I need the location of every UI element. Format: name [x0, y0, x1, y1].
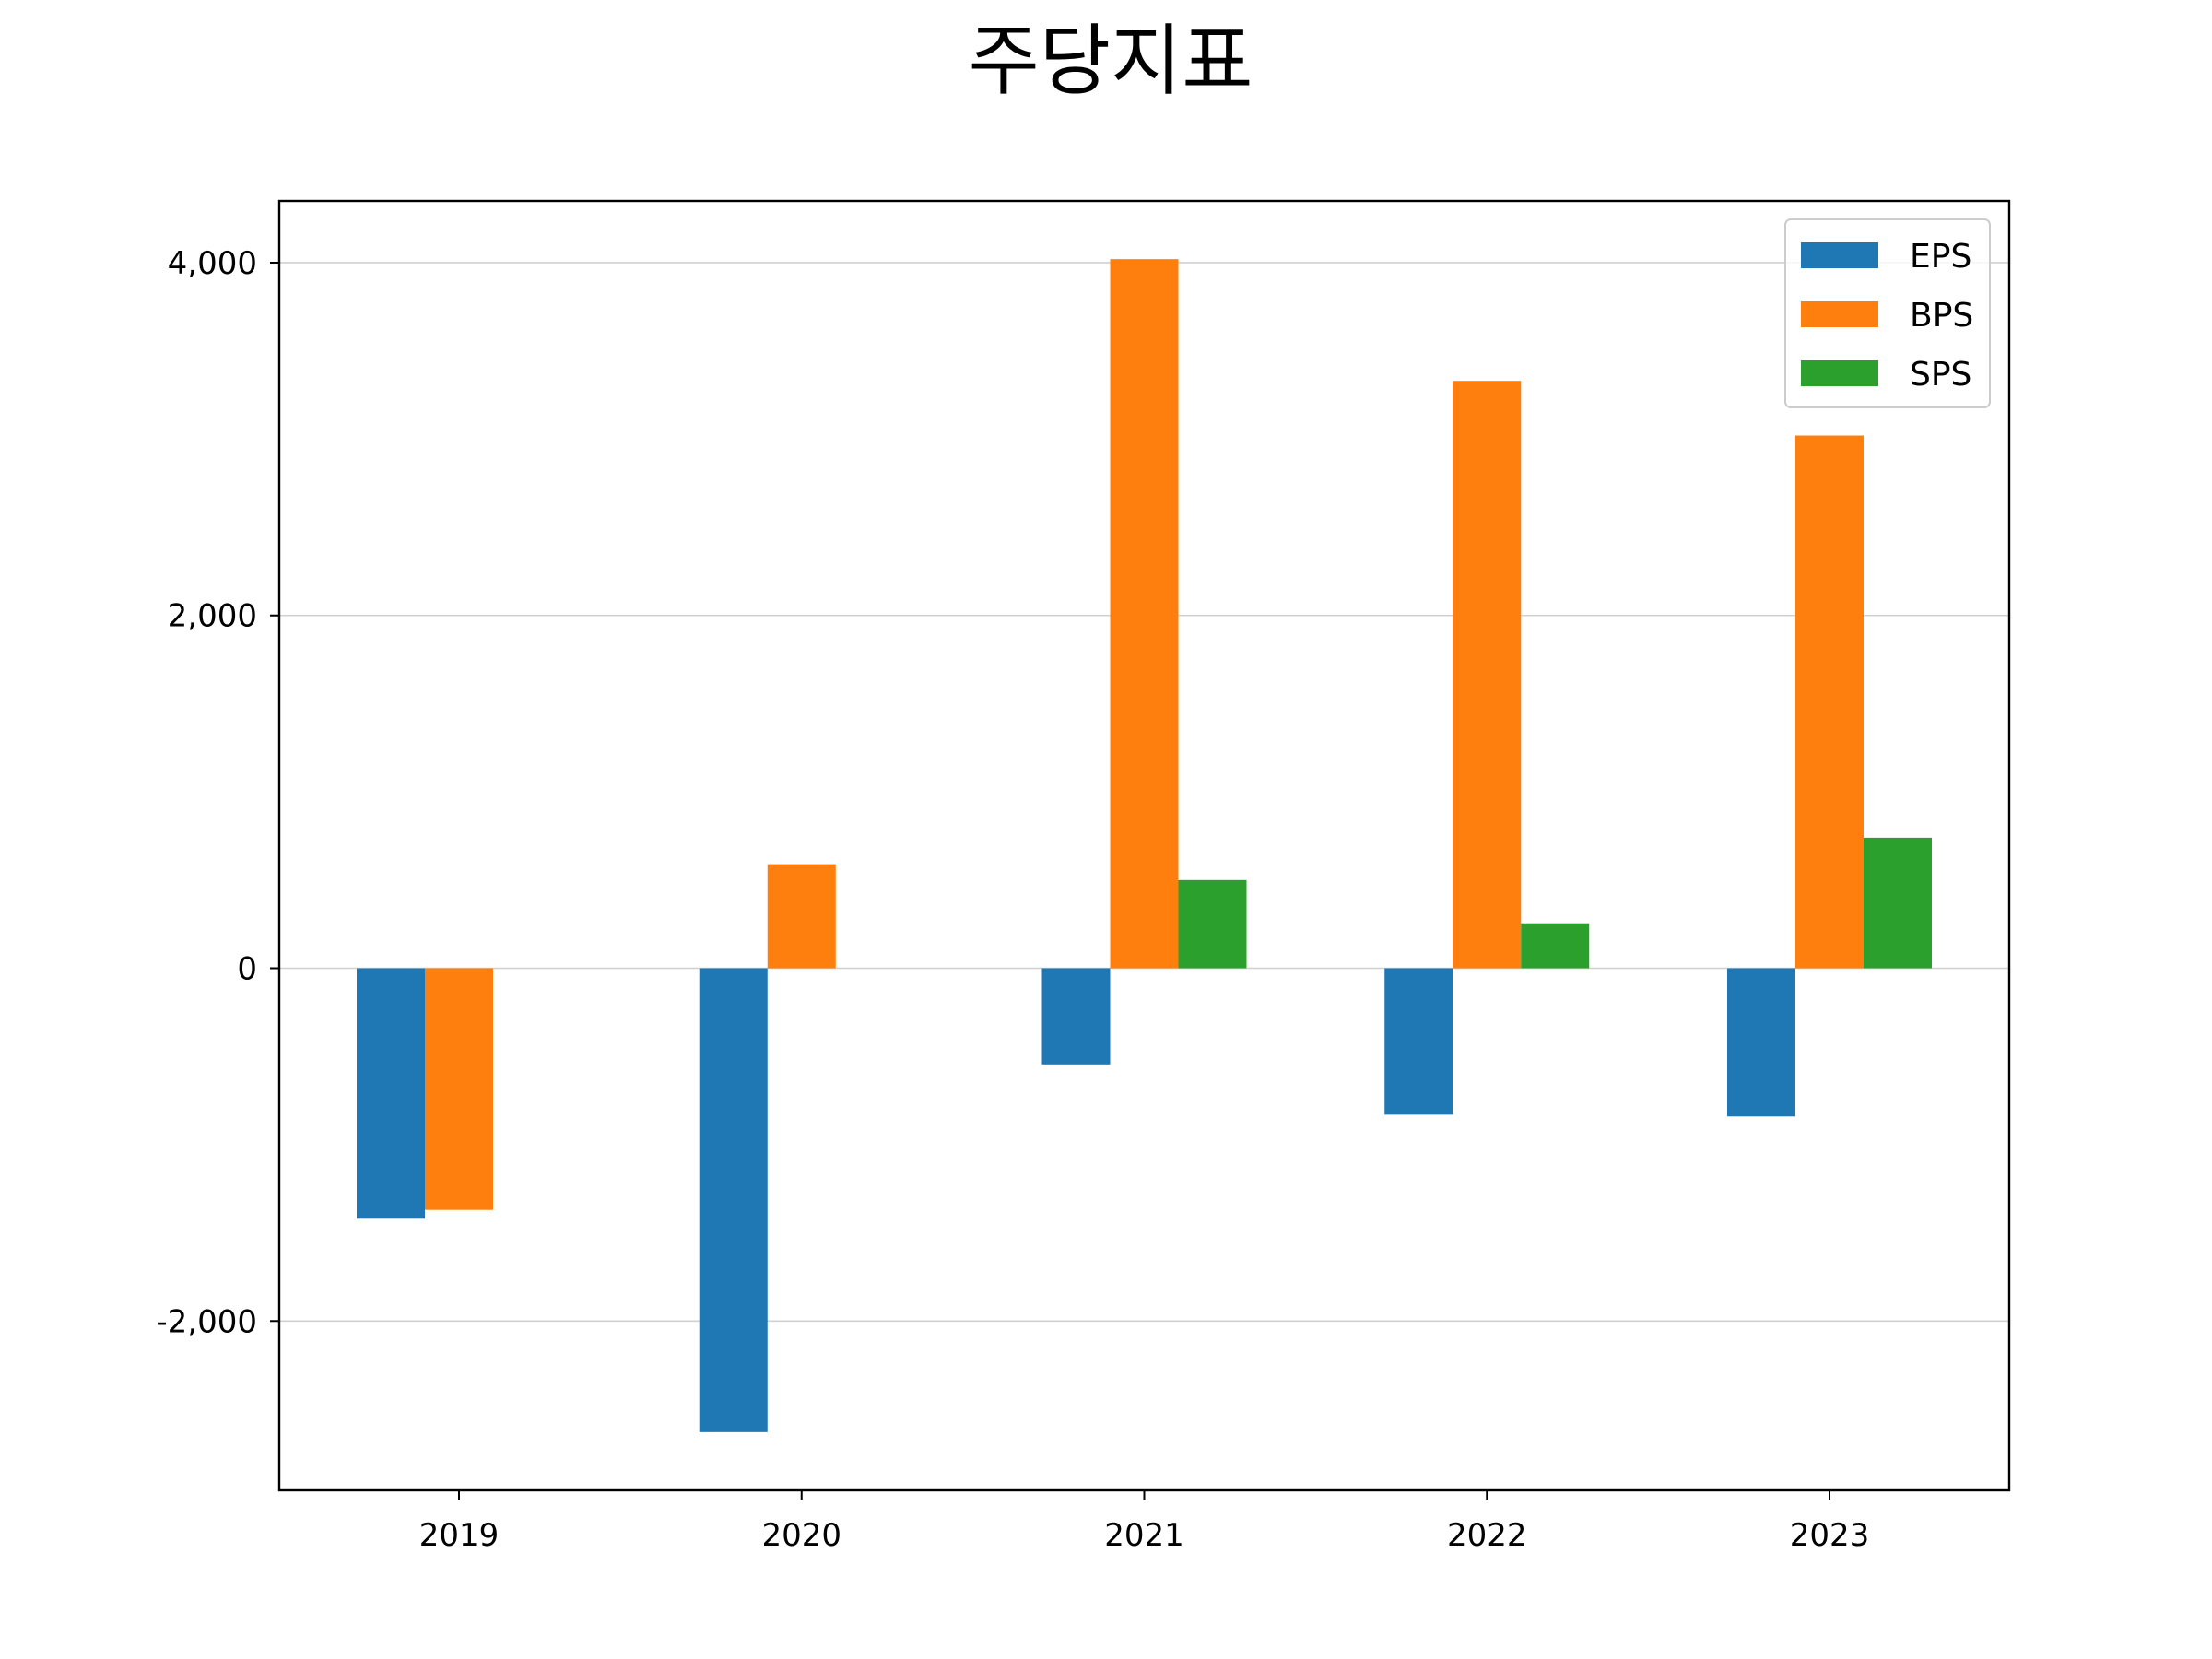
bar-sps-2022: [1521, 923, 1590, 969]
bar-sps-2021: [1178, 879, 1247, 969]
bar-eps-2020: [699, 968, 768, 1432]
chart-title: 주당지표: [968, 16, 1253, 106]
y-tick-label: 0: [237, 951, 257, 988]
legend-label-eps: EPS: [1910, 238, 1971, 276]
bar-bps-2022: [1453, 381, 1522, 969]
bar-eps-2021: [1041, 968, 1111, 1065]
x-tick-label: 2020: [761, 1517, 841, 1554]
axes-frame: [277, 199, 2011, 1492]
x-tick-label: 2021: [1104, 1517, 1184, 1554]
bar-bps-2020: [767, 864, 836, 969]
bar-bps-2019: [425, 968, 493, 1210]
x-tick-label: 2023: [1790, 1517, 1870, 1554]
x-tick-label: 2022: [1447, 1517, 1527, 1554]
bar-sps-2023: [1864, 837, 1932, 969]
y-tick-label: 2,000: [168, 598, 257, 635]
bar-eps-2022: [1384, 968, 1453, 1115]
plot-area: -2,000 0 2,000 4,000 2019 2020 2021 2022 2023 EPS…: [156, 199, 2011, 1554]
x-tick-label: 2019: [419, 1517, 500, 1554]
legend-swatch-bps: [1801, 301, 1878, 327]
y-tick-label: 4,000: [168, 245, 257, 282]
legend-label-bps: BPS: [1910, 297, 1973, 335]
legend: EPS BPS SPS: [1784, 218, 1991, 408]
legend-swatch-eps: [1801, 242, 1878, 268]
legend-label-sps: SPS: [1910, 356, 1971, 394]
legend-swatch-sps: [1801, 360, 1878, 386]
bar-eps-2023: [1727, 968, 1795, 1117]
y-tick-label: -2,000: [156, 1303, 257, 1340]
bar-eps-2019: [357, 968, 425, 1219]
bar-bps-2023: [1795, 435, 1864, 969]
bar-bps-2021: [1110, 259, 1179, 969]
